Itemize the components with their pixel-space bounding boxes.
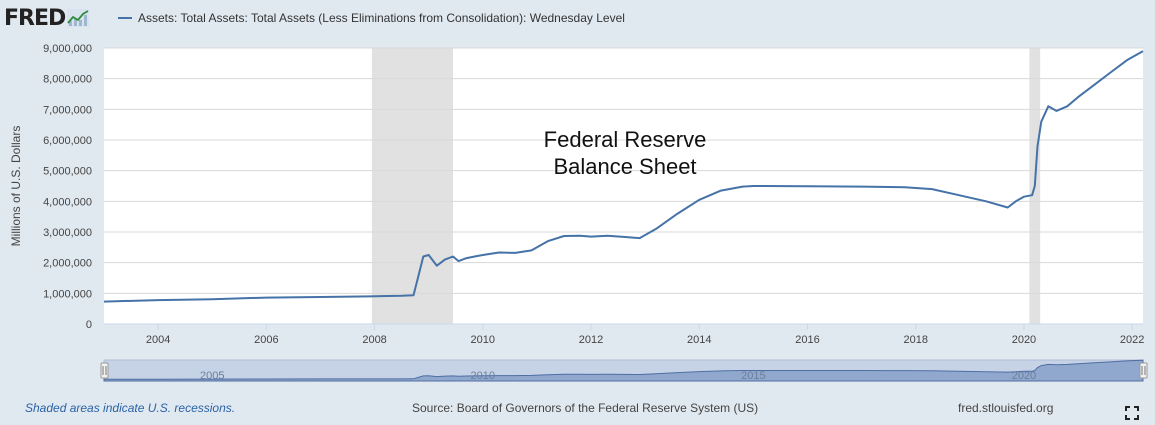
x-tick-label: 2022 <box>1120 334 1144 346</box>
y-tick-label: 0 <box>86 319 92 331</box>
y-tick-label: 2,000,000 <box>43 258 92 270</box>
source-note: Source: Board of Governors of the Federa… <box>412 401 759 415</box>
navigator-handle-left[interactable] <box>100 362 109 379</box>
line-chart-icon <box>67 9 90 27</box>
x-tick-label: 2012 <box>579 334 603 346</box>
annotation-line-2: Balance Sheet <box>553 154 696 179</box>
recession-band <box>371 48 454 324</box>
legend: Assets: Total Assets: Total Assets (Less… <box>118 8 625 28</box>
legend-label: Assets: Total Assets: Total Assets (Less… <box>138 11 625 25</box>
recession-note: Shaded areas indicate U.S. recessions. <box>25 401 236 415</box>
plot-background <box>104 48 1143 324</box>
y-tick-label: 3,000,000 <box>43 227 92 239</box>
navigator-label: 2020 <box>1012 370 1036 382</box>
series-line <box>103 50 1144 303</box>
y-tick-label: 5,000,000 <box>43 166 92 178</box>
navigator-handle-right[interactable] <box>1139 362 1148 379</box>
axes: 0 1,000,000 2,000,000 3,000,000 4,000,000 5,0… <box>43 43 1144 346</box>
y-tick-label: 6,000,000 <box>43 135 92 147</box>
x-tick-label: 2004 <box>146 334 170 346</box>
x-tick-label: 2006 <box>254 334 278 346</box>
x-tick-label: 2016 <box>795 334 819 346</box>
navigator[interactable]: 2005 2010 2015 2020 <box>100 359 1148 382</box>
legend-swatch <box>118 17 132 19</box>
fred-url-link[interactable]: fred.stlouisfed.org <box>958 401 1054 415</box>
series-layer <box>103 50 1144 303</box>
x-tick-label: 2010 <box>471 334 495 346</box>
x-tick-label: 2008 <box>362 334 386 346</box>
annotation-line-1: Federal Reserve <box>544 127 707 152</box>
fred-logo[interactable]: FRED <box>4 5 90 31</box>
fullscreen-icon[interactable] <box>1125 406 1139 420</box>
x-tick-label: 2018 <box>903 334 927 346</box>
y-tick-label: 7,000,000 <box>43 104 92 116</box>
navigator-series <box>103 359 1144 382</box>
y-tick-label: 1,000,000 <box>43 288 92 300</box>
y-tick-label: 8,000,000 <box>43 74 92 86</box>
x-tick-label: 2014 <box>687 334 711 346</box>
navigator-label: 2005 <box>200 370 224 382</box>
logo-text: FRED <box>4 5 66 31</box>
y-axis-title: Millions of U.S. Dollars <box>9 126 23 247</box>
y-tick-label: 9,000,000 <box>43 43 92 55</box>
chart: 0 1,000,000 2,000,000 3,000,000 4,000,000 5,0… <box>9 43 1148 382</box>
gridlines <box>104 47 1143 294</box>
navigator-label: 2010 <box>471 370 495 382</box>
y-tick-label: 4,000,000 <box>43 196 92 208</box>
navigator-label: 2015 <box>741 370 765 382</box>
x-tick-label: 2020 <box>1012 334 1036 346</box>
